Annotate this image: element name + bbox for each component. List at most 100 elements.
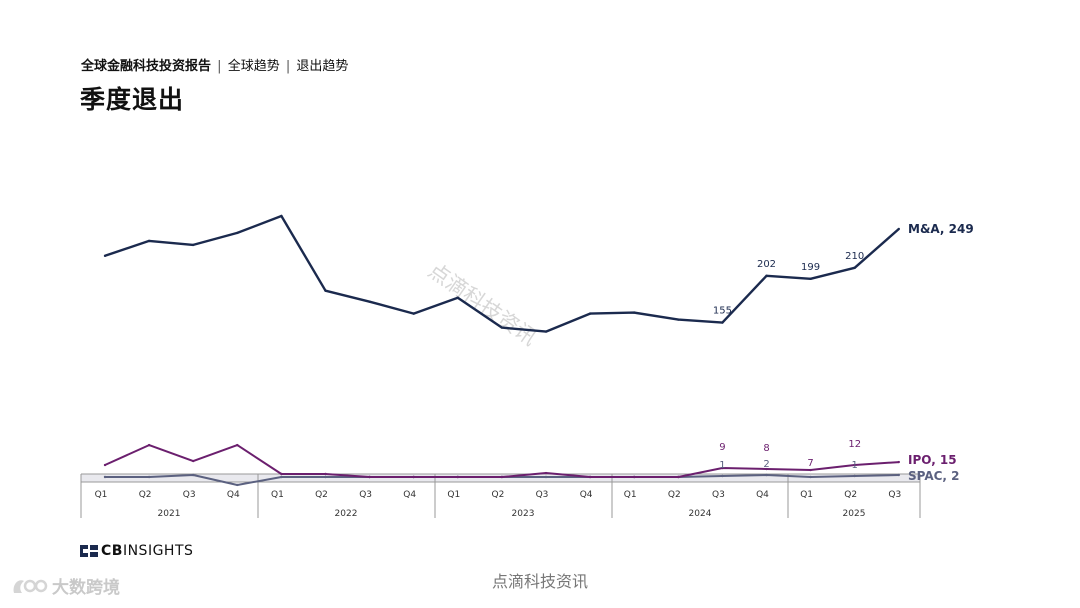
data-point-spac [897, 473, 900, 477]
x-tick-label: Q2 [491, 490, 504, 500]
data-point-ma [192, 243, 195, 247]
data-point-spac [544, 475, 548, 479]
data-point-ipo [147, 443, 151, 447]
breadcrumb-section: 全球趋势 [227, 59, 280, 74]
cb-logo-icon [80, 545, 98, 557]
x-tick-label: Q1 [624, 490, 637, 500]
data-point-ipo [544, 471, 548, 475]
breadcrumb-subsection: 退出趋势 [296, 59, 349, 74]
data-point-spac [853, 474, 856, 478]
series-end-label-ipo: IPO, 15 [908, 453, 957, 467]
report-title: 全球金融科技投资报告 [81, 59, 212, 74]
data-point-ma [412, 312, 415, 315]
data-label-ma: 202 [757, 259, 776, 270]
series-line-ma [104, 214, 900, 333]
data-point-spac [236, 483, 239, 487]
data-point-spac [280, 475, 283, 479]
data-point-ipo [677, 475, 680, 479]
data-point-ma [280, 214, 283, 218]
data-point-ma [500, 326, 504, 329]
series-end-label-spac: SPAC, 2 [908, 469, 960, 483]
data-point-ipo [236, 443, 239, 447]
data-label-spac: 1 [852, 460, 858, 471]
data-point-ipo [809, 468, 812, 472]
x-tick-label: Q3 [888, 490, 901, 500]
data-point-ipo [765, 467, 768, 471]
x-tick-label: Q4 [227, 490, 240, 500]
data-label-spac: 1 [719, 460, 725, 471]
x-tick-label: Q3 [183, 490, 196, 500]
x-tick-label: Q4 [580, 490, 593, 500]
data-point-ipo [588, 475, 592, 479]
year-label: 2021 [158, 509, 181, 519]
data-point-ma [324, 289, 327, 292]
data-point-ma [103, 254, 107, 258]
data-point-ma [368, 300, 371, 303]
watermark-logo-icon [13, 579, 48, 593]
page-title: 季度退出 [80, 85, 185, 114]
data-label-ma: 210 [845, 251, 864, 262]
data-point-ipo [633, 475, 636, 479]
data-point-ipo [103, 463, 107, 467]
data-point-ma [633, 311, 636, 314]
data-label-ipo: 9 [719, 442, 725, 453]
breadcrumb-separator: | [217, 59, 222, 74]
year-label: 2023 [512, 509, 535, 519]
data-point-ma [544, 330, 548, 333]
data-point-spac [809, 475, 812, 479]
data-point-ipo [412, 475, 415, 479]
x-tick-label: Q2 [668, 490, 681, 500]
data-point-ma [765, 274, 768, 277]
data-point-ma [456, 296, 459, 299]
data-point-ipo [324, 472, 327, 476]
data-point-ipo [897, 460, 900, 464]
data-point-ma [809, 277, 812, 280]
data-point-ma [236, 231, 239, 235]
cb-insights-logo: CBINSIGHTS [80, 543, 193, 559]
data-point-ma [147, 239, 151, 243]
data-point-spac [192, 473, 195, 477]
data-point-ma [721, 321, 724, 324]
year-label: 2022 [335, 509, 358, 519]
year-label: 2025 [843, 509, 866, 519]
data-point-spac [103, 475, 107, 479]
data-point-ma [677, 318, 680, 321]
data-point-spac [721, 474, 724, 478]
x-tick-label: Q3 [359, 490, 372, 500]
data-point-ipo [280, 472, 283, 476]
x-tick-label: Q4 [756, 490, 769, 500]
x-tick-label: Q2 [844, 490, 857, 500]
breadcrumb: 全球金融科技投资报告 | 全球趋势 | 退出趋势 [81, 55, 348, 74]
x-tick-label: Q1 [271, 490, 284, 500]
data-point-spac [324, 475, 327, 479]
x-tick-label: Q1 [95, 490, 108, 500]
series-line-ipo [104, 444, 899, 478]
x-tick-label: Q1 [447, 490, 460, 500]
data-point-spac [765, 473, 768, 477]
data-label-ma: 199 [801, 262, 820, 273]
year-label: 2024 [689, 509, 712, 519]
x-tick-label: Q3 [536, 490, 549, 500]
breadcrumb-separator: | [285, 59, 291, 74]
data-label-ipo: 8 [763, 443, 769, 454]
source-watermark: 点滴科技资讯 [491, 572, 588, 591]
data-label-ma: 155 [713, 306, 732, 317]
data-point-ipo [456, 475, 459, 479]
x-tick-label: Q4 [403, 490, 416, 500]
data-point-ipo [500, 475, 504, 479]
data-point-ma [897, 227, 900, 231]
series-end-label-ma: M&A, 249 [908, 222, 974, 236]
data-label-ipo: 7 [807, 458, 813, 469]
logo-text: CBINSIGHTS [101, 543, 194, 559]
data-point-ma [853, 266, 856, 270]
data-point-ma [588, 312, 592, 315]
data-label-ipo: 12 [848, 439, 861, 450]
x-tick-label: Q1 [800, 490, 813, 500]
x-tick-label: Q2 [139, 490, 152, 500]
x-tick-label: Q3 [712, 490, 725, 500]
data-point-ipo [853, 463, 856, 467]
x-tick-label: Q2 [315, 490, 328, 500]
data-point-ipo [192, 459, 195, 463]
corner-watermark: 大数跨境 [10, 573, 120, 598]
